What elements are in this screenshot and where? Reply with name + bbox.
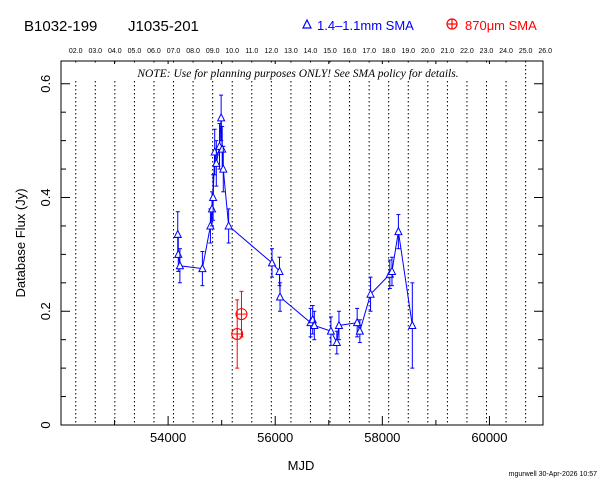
- legend-triangle-icon: [302, 18, 312, 29]
- data-point: [408, 320, 417, 329]
- data-point: [275, 291, 285, 301]
- x-axis-ticks: 54000 56000 58000 60000: [60, 61, 544, 445]
- year-label: 19.0: [401, 48, 415, 55]
- x-tick-label: 54000: [150, 430, 186, 445]
- data-point: [173, 249, 183, 258]
- y-tick-label: 0: [38, 421, 53, 428]
- data-point: [217, 144, 227, 153]
- data-point: [310, 320, 319, 329]
- data-point: [218, 163, 228, 173]
- year-label: 25.0: [519, 48, 533, 55]
- year-label: 23.0: [480, 48, 494, 55]
- data-point: [224, 220, 233, 230]
- footer-credit: mgurwell 30-Apr-2026 10:57: [509, 471, 597, 478]
- year-label: 17.0: [362, 48, 376, 55]
- year-label: 16.0: [343, 48, 357, 55]
- year-label: 11.0: [245, 48, 258, 55]
- data-series: [173, 94, 417, 369]
- year-label: 22.0: [460, 48, 474, 55]
- year-label: 20.0: [421, 48, 435, 55]
- series-2: [231, 290, 248, 369]
- alt-source-name: J1035-201: [128, 18, 199, 35]
- data-point: [394, 226, 403, 236]
- data-point: [352, 317, 362, 327]
- data-point: [355, 326, 365, 335]
- data-point: [267, 257, 277, 267]
- data-point: [332, 337, 342, 347]
- year-labels: 02.0 03.0 04.0 05.0 06.0 07.0 08.0 09.0 10.0 11.0…: [69, 48, 552, 55]
- y-axis-label: Database Flux (Jy): [13, 188, 28, 297]
- data-point: [208, 192, 218, 201]
- x-tick-label: 56000: [257, 430, 293, 445]
- data-point: [275, 266, 284, 275]
- plot-frame: [60, 60, 544, 426]
- data-point: [235, 308, 248, 321]
- data-point: [326, 326, 336, 335]
- note-background: [74, 64, 522, 81]
- x-tick-label: 60000: [471, 430, 507, 445]
- x-tick-label: 58000: [364, 430, 400, 445]
- year-label: 07.0: [167, 48, 181, 55]
- data-point: [207, 203, 217, 213]
- year-gridlines: [75, 61, 527, 425]
- legend-red-label: 870μm SMA: [465, 18, 537, 33]
- data-point: [173, 229, 183, 238]
- year-label: 10.0: [225, 48, 239, 55]
- year-label: 08.0: [186, 48, 200, 55]
- year-label: 06.0: [147, 48, 161, 55]
- year-label: 26.0: [538, 48, 552, 55]
- x-axis-label: MJD: [288, 458, 315, 473]
- data-point: [198, 263, 207, 273]
- source-name: B1032-199: [24, 18, 97, 35]
- legend-circle-plus-icon: [446, 18, 458, 30]
- planning-note: NOTE: Use for planning purposes ONLY! Se…: [136, 68, 458, 80]
- data-point: [387, 266, 397, 275]
- year-label: 02.0: [69, 48, 83, 55]
- year-label: 21.0: [441, 48, 455, 55]
- data-point: [212, 158, 221, 167]
- year-label: 04.0: [108, 48, 122, 55]
- year-label: 03.0: [88, 48, 102, 55]
- year-label: 09.0: [206, 48, 220, 55]
- year-label: 15.0: [323, 48, 337, 55]
- legend-blue-label: 1.4–1.1mm SMA: [317, 18, 414, 33]
- y-tick-label: 0.6: [38, 75, 53, 93]
- data-point: [334, 320, 344, 329]
- year-label: 14.0: [304, 48, 318, 55]
- year-label: 12.0: [265, 48, 279, 55]
- y-tick-label: 0.2: [38, 302, 53, 320]
- year-label: 05.0: [128, 48, 142, 55]
- data-point: [366, 289, 375, 298]
- data-point: [231, 328, 244, 340]
- y-tick-label: 0.4: [38, 188, 53, 206]
- year-label: 18.0: [382, 48, 396, 55]
- y-axis-ticks: 0 0.2 0.4 0.6: [38, 75, 543, 429]
- data-point: [216, 112, 226, 122]
- year-label: 13.0: [284, 48, 298, 55]
- year-label: 24.0: [499, 48, 513, 55]
- data-point: [175, 260, 185, 270]
- legend: 1.4–1.1mm SMA 870μm SMA: [302, 18, 537, 33]
- series-1: [173, 94, 417, 369]
